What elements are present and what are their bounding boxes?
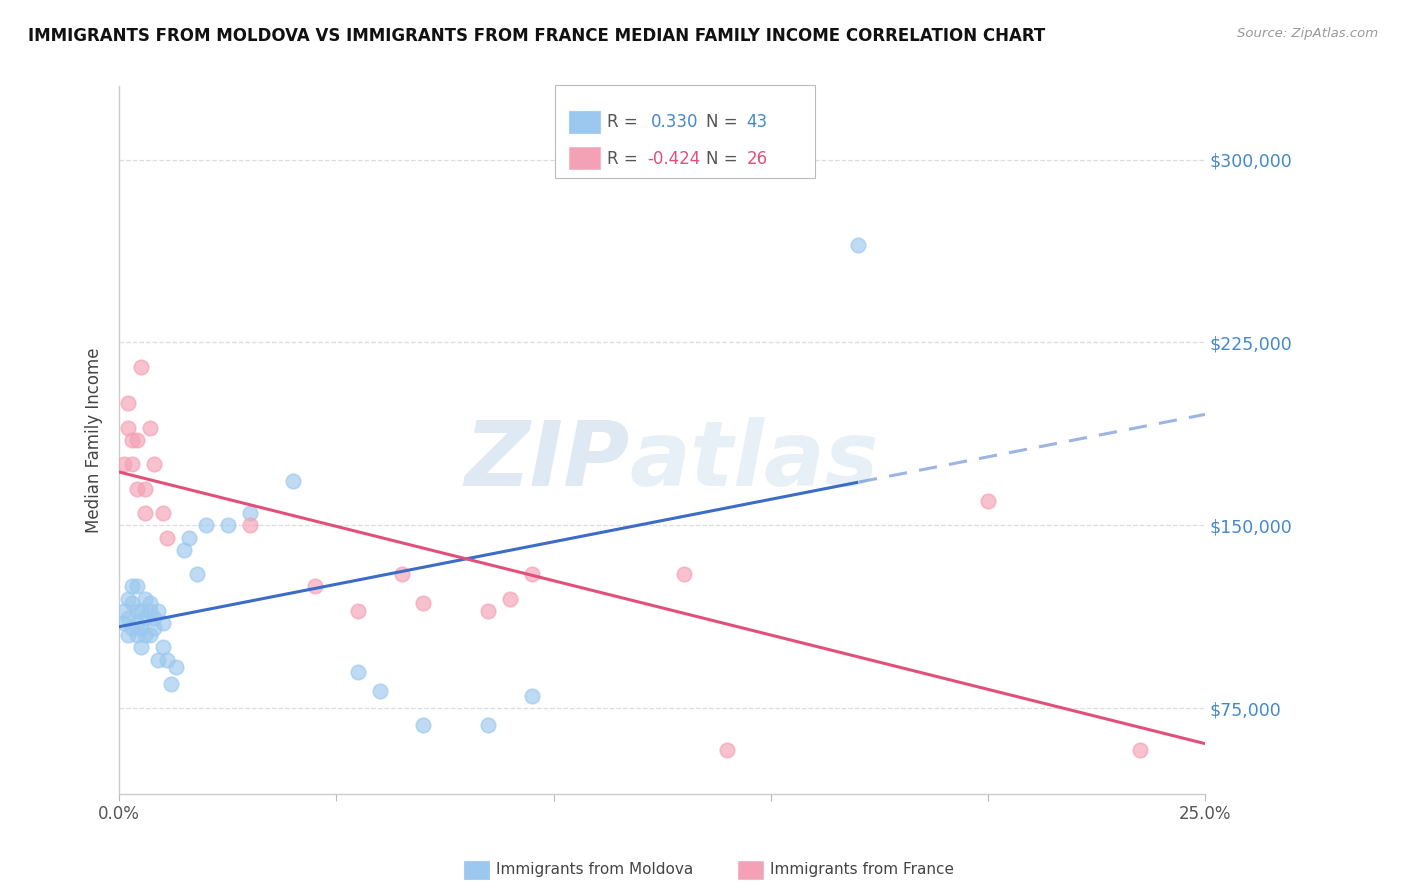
Text: 26: 26 [747, 150, 768, 168]
Point [117, 628, 139, 642]
Point [125, 482, 148, 496]
Point [121, 579, 143, 593]
Point [125, 604, 148, 618]
Point [112, 458, 135, 472]
Point [129, 604, 152, 618]
Point [1129, 743, 1152, 757]
Point [121, 433, 143, 447]
Point [846, 238, 869, 252]
Y-axis label: Median Family Income: Median Family Income [86, 347, 103, 533]
Point [156, 652, 179, 666]
Point [117, 421, 139, 435]
Point [129, 640, 152, 655]
Point [520, 689, 543, 703]
Point [152, 640, 174, 655]
Point [156, 531, 179, 545]
Point [117, 591, 139, 606]
Point [304, 579, 326, 593]
Point [195, 518, 218, 533]
Point [138, 421, 160, 435]
Point [186, 567, 208, 582]
Point [716, 743, 738, 757]
Text: N =: N = [706, 150, 742, 168]
Point [143, 458, 166, 472]
Point [412, 596, 434, 610]
Text: R =: R = [607, 150, 644, 168]
Point [138, 628, 160, 642]
Text: Source: ZipAtlas.com: Source: ZipAtlas.com [1237, 27, 1378, 40]
Text: -0.424: -0.424 [647, 150, 700, 168]
Point [134, 628, 156, 642]
Point [129, 359, 152, 374]
Text: atlas: atlas [630, 417, 879, 505]
Point [217, 518, 239, 533]
Point [143, 621, 166, 635]
Point [165, 660, 187, 674]
Point [477, 718, 499, 732]
Point [121, 596, 143, 610]
Text: Immigrants from France: Immigrants from France [770, 863, 955, 877]
Point [134, 482, 156, 496]
Point [117, 396, 139, 410]
Point [152, 506, 174, 520]
Point [148, 652, 170, 666]
Point [238, 518, 260, 533]
Point [121, 621, 143, 635]
Point [148, 604, 170, 618]
Point [238, 506, 260, 520]
Point [177, 531, 200, 545]
Point [125, 433, 148, 447]
Point [134, 591, 156, 606]
Point [160, 677, 183, 691]
Text: 0.330: 0.330 [651, 113, 699, 131]
Point [391, 567, 413, 582]
Point [125, 579, 148, 593]
Point [347, 665, 370, 679]
Point [125, 615, 148, 630]
Point [143, 611, 166, 625]
Point [477, 604, 499, 618]
Text: 43: 43 [747, 113, 768, 131]
Point [347, 604, 370, 618]
Point [117, 611, 139, 625]
Text: ZIP: ZIP [464, 417, 630, 505]
Point [672, 567, 695, 582]
Point [152, 615, 174, 630]
Text: Immigrants from Moldova: Immigrants from Moldova [496, 863, 693, 877]
Point [134, 611, 156, 625]
Point [125, 628, 148, 642]
Point [121, 458, 143, 472]
Point [173, 542, 195, 557]
Text: R =: R = [607, 113, 644, 131]
Text: IMMIGRANTS FROM MOLDOVA VS IMMIGRANTS FROM FRANCE MEDIAN FAMILY INCOME CORRELATI: IMMIGRANTS FROM MOLDOVA VS IMMIGRANTS FR… [28, 27, 1046, 45]
Point [412, 718, 434, 732]
Point [129, 621, 152, 635]
Point [368, 684, 391, 698]
Point [112, 615, 135, 630]
Point [112, 604, 135, 618]
Point [499, 591, 522, 606]
Point [138, 596, 160, 610]
Text: N =: N = [706, 113, 742, 131]
Point [281, 475, 304, 489]
Point [134, 506, 156, 520]
Point [520, 567, 543, 582]
Point [138, 604, 160, 618]
Point [977, 494, 1000, 508]
